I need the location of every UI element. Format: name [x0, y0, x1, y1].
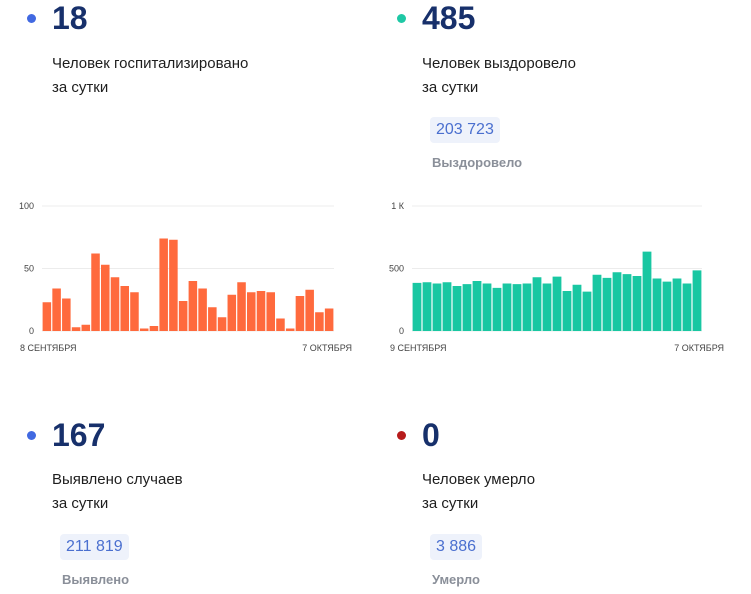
bar[interactable]	[662, 281, 672, 331]
bar[interactable]	[110, 277, 120, 331]
bar[interactable]	[71, 327, 81, 331]
recovered-chart: 1 К 500 0 9 СЕНТЯБРЯ 7 ОКТЯБРЯ	[370, 195, 740, 360]
detected-desc-line1: Выявлено случаев	[52, 471, 183, 488]
bar[interactable]	[120, 286, 129, 331]
bar[interactable]	[492, 287, 502, 331]
bar[interactable]	[159, 238, 168, 332]
bar[interactable]	[266, 292, 275, 331]
bar[interactable]	[682, 283, 692, 332]
bar[interactable]	[602, 277, 612, 331]
bar[interactable]	[315, 312, 324, 331]
bar[interactable]	[149, 326, 159, 331]
bar[interactable]	[672, 278, 682, 332]
bar[interactable]	[522, 283, 532, 332]
y-tick-label: 0	[29, 326, 34, 336]
bar[interactable]	[452, 286, 462, 331]
bar[interactable]	[208, 307, 217, 331]
y-tick-label: 50	[24, 264, 34, 274]
y-tick-label: 0	[399, 326, 404, 336]
recovered-total-label: Выздоровело	[432, 155, 523, 170]
bar[interactable]	[324, 308, 334, 332]
bar[interactable]	[472, 281, 482, 331]
bar[interactable]	[612, 272, 622, 331]
detected-value: 167	[52, 417, 106, 453]
bar[interactable]	[532, 277, 542, 331]
recovered-total-badge: 203 723	[430, 117, 500, 143]
bar[interactable]	[217, 317, 227, 331]
bar[interactable]	[592, 274, 602, 331]
x-end-label: 7 ОКТЯБРЯ	[302, 343, 352, 353]
bar[interactable]	[632, 276, 642, 331]
detected-total-badge: 211 819	[60, 534, 129, 560]
detected-total-label: Выявлено	[62, 572, 130, 587]
deaths-desc-line1: Человек умерло	[422, 471, 536, 488]
bar[interactable]	[276, 318, 285, 332]
recovered-value: 485	[422, 0, 476, 36]
bar[interactable]	[432, 283, 442, 332]
bar[interactable]	[237, 282, 246, 331]
bar[interactable]	[169, 239, 178, 331]
detected-dot	[27, 431, 36, 440]
recovered-dot	[397, 14, 406, 23]
hospitalized-value: 18	[52, 0, 88, 36]
x-start-label: 9 СЕНТЯБРЯ	[390, 343, 447, 353]
bar[interactable]	[101, 264, 110, 331]
bar[interactable]	[462, 284, 472, 331]
bar[interactable]	[582, 291, 592, 331]
hospitalized-desc-line1: Человек госпитализировано	[52, 55, 249, 72]
bar[interactable]	[188, 281, 198, 331]
x-end-label: 7 ОКТЯБРЯ	[674, 343, 724, 353]
bar[interactable]	[139, 328, 149, 332]
deaths-total-badge: 3 886	[430, 534, 483, 560]
bar[interactable]	[552, 276, 562, 331]
deaths-total-label: Умерло	[432, 572, 480, 587]
bar[interactable]	[482, 283, 492, 332]
bar[interactable]	[81, 324, 91, 331]
bar[interactable]	[305, 289, 314, 331]
bar[interactable]	[130, 292, 139, 331]
recovered-desc-line1: Человек выздоровело	[422, 55, 576, 72]
hospitalized-dot	[27, 14, 36, 23]
deaths-value: 0	[422, 417, 440, 453]
bar[interactable]	[178, 301, 188, 331]
bar[interactable]	[412, 282, 422, 331]
bar[interactable]	[42, 302, 52, 331]
bar[interactable]	[422, 282, 432, 331]
detected-desc-line2: за сутки	[52, 495, 109, 512]
deaths-desc-line2: за сутки	[422, 495, 479, 512]
y-tick-label: 100	[19, 201, 34, 211]
bar[interactable]	[502, 283, 512, 332]
bar[interactable]	[512, 284, 522, 331]
deaths-dot	[397, 431, 406, 440]
recovered-desc-line2: за сутки	[422, 79, 479, 96]
bar[interactable]	[692, 270, 702, 331]
bar[interactable]	[198, 288, 207, 332]
x-start-label: 8 СЕНТЯБРЯ	[20, 343, 77, 353]
bar[interactable]	[256, 291, 266, 331]
bar[interactable]	[247, 292, 256, 331]
recovered-chart-svg: 1 К 500 0 9 СЕНТЯБРЯ 7 ОКТЯБРЯ	[389, 201, 724, 353]
bar[interactable]	[227, 294, 237, 331]
bar[interactable]	[572, 284, 582, 331]
hospitalized-chart-svg: 100 50 0 8 СЕНТЯБРЯ 7 ОКТЯБРЯ	[19, 201, 352, 353]
bar[interactable]	[622, 274, 632, 331]
bar[interactable]	[62, 298, 71, 332]
bar[interactable]	[442, 282, 452, 331]
bar[interactable]	[52, 288, 61, 332]
bar[interactable]	[91, 253, 100, 332]
bar[interactable]	[652, 278, 662, 332]
hospitalized-desc-line2: за сутки	[52, 79, 109, 96]
bar[interactable]	[285, 328, 295, 332]
bar[interactable]	[642, 251, 652, 331]
y-tick-label: 500	[389, 264, 404, 274]
y-tick-label: 1 К	[391, 201, 405, 211]
bar[interactable]	[542, 283, 552, 332]
bar[interactable]	[295, 296, 305, 331]
bar[interactable]	[562, 291, 572, 331]
hospitalized-chart: 100 50 0 8 СЕНТЯБРЯ 7 ОКТЯБРЯ	[0, 195, 370, 360]
